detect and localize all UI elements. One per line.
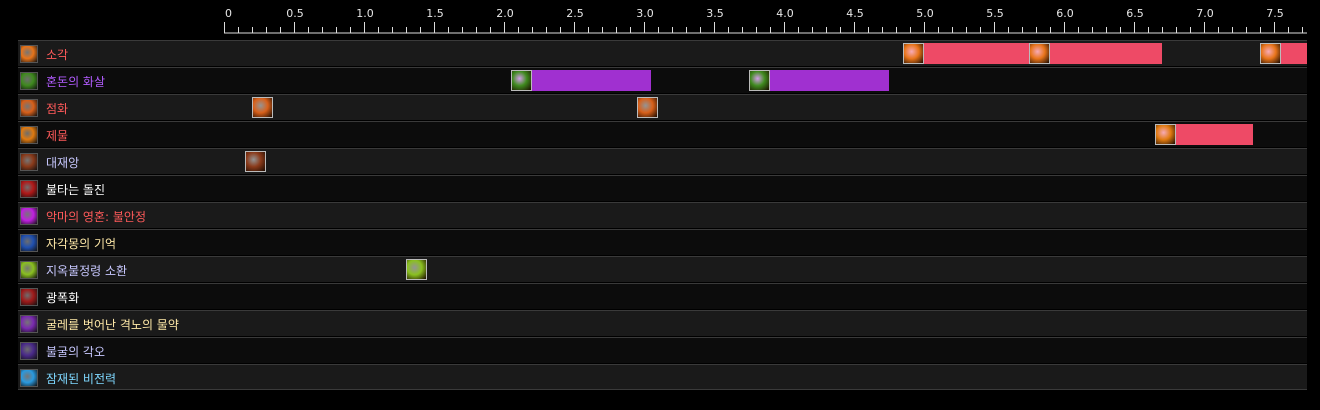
ability-track: [223, 176, 1307, 202]
chaos-bolt-icon: [511, 70, 532, 91]
ruler-tick-label: 4.0: [776, 7, 794, 20]
ability-track: [223, 365, 1307, 391]
ability-track: [223, 338, 1307, 364]
ability-label: 광폭화: [18, 284, 223, 310]
ability-row: 지옥불정령 소환: [18, 256, 1307, 282]
summon-infernal-icon: [406, 259, 427, 280]
ruler-tick-label: 7.5: [1266, 7, 1284, 20]
ruler-tick-label: 2.0: [496, 7, 514, 20]
ability-row: 제물: [18, 121, 1307, 147]
ruler-tick-label: 4.5: [846, 7, 864, 20]
ability-label: 지옥불정령 소환: [18, 257, 223, 283]
ability-row: 잠재된 비전력: [18, 364, 1307, 390]
ability-name: 자각몽의 기억: [46, 236, 117, 251]
ruler-tick-label: 3.0: [636, 7, 654, 20]
potion-icon: [20, 315, 38, 333]
ability-name: 대재앙: [46, 155, 80, 170]
cast-duration-bar: [1029, 43, 1162, 64]
ability-label: 제물: [18, 122, 223, 148]
ability-name: 악마의 영혼: 불안정: [46, 209, 146, 224]
summon-infernal-icon: [20, 261, 38, 279]
ruler-tick-label: 1.5: [426, 7, 444, 20]
incinerate-icon: [1260, 43, 1281, 64]
unending-resolve-icon: [20, 342, 38, 360]
ability-name: 불타는 돌진: [46, 182, 106, 197]
ability-track: [223, 41, 1307, 67]
ability-track: [223, 230, 1307, 256]
ability-label: 대재앙: [18, 149, 223, 175]
cast-duration-bar: [1155, 124, 1253, 145]
ability-label: 잠재된 비전력: [18, 365, 223, 391]
ruler-tick-label: 0.5: [286, 7, 304, 20]
lucid-dreams-icon: [20, 234, 38, 252]
ability-track: [223, 95, 1307, 121]
ability-label: 자각몽의 기억: [18, 230, 223, 256]
ability-row: 악마의 영혼: 불안정: [18, 202, 1307, 228]
ability-label: 불굴의 각오: [18, 338, 223, 364]
ability-name: 광폭화: [46, 290, 80, 305]
ability-label: 불타는 돌진: [18, 176, 223, 202]
ability-name: 잠재된 비전력: [46, 371, 117, 386]
ability-track: [223, 149, 1307, 175]
demon-soul-icon: [20, 207, 38, 225]
incinerate-icon: [1029, 43, 1050, 64]
timeline-ruler: 0 0.5 1.0 1.5 2.0 2.5 3.0 3.5 4.0 4.5 5.0 5.5 6.0 6.5…: [224, 7, 1307, 34]
ability-row: 자각몽의 기억: [18, 229, 1307, 255]
ability-label: 악마의 영혼: 불안정: [18, 203, 223, 229]
ability-row: 광폭화: [18, 283, 1307, 309]
ruler-tick-label: 5.0: [916, 7, 934, 20]
ability-name: 제물: [46, 128, 69, 143]
ability-row: 굴레를 벗어난 격노의 물약: [18, 310, 1307, 336]
ability-row: 소각: [18, 40, 1307, 66]
incinerate-icon: [20, 45, 38, 63]
ability-track: [223, 284, 1307, 310]
ruler-tick-label: 1.0: [356, 7, 374, 20]
ability-row: 불타는 돌진: [18, 175, 1307, 201]
ability-name: 혼돈의 화살: [46, 74, 106, 89]
cast-duration-bar: [903, 43, 1029, 64]
burning-rush-icon: [20, 180, 38, 198]
ability-row: 불굴의 각오: [18, 337, 1307, 363]
ability-track: [223, 257, 1307, 283]
ability-name: 지옥불정령 소환: [46, 263, 128, 278]
cast-duration-bar: [749, 70, 889, 91]
immolate-icon: [20, 99, 38, 117]
ability-name: 점화: [46, 101, 69, 116]
ruler-tick-label: 6.0: [1056, 7, 1074, 20]
ability-label: 점화: [18, 95, 223, 121]
cast-duration-bar: [511, 70, 651, 91]
ability-label: 혼돈의 화살: [18, 68, 223, 94]
ability-name: 소각: [46, 47, 69, 62]
ability-label: 소각: [18, 41, 223, 67]
berserking-icon: [20, 288, 38, 306]
latent-arcana-icon: [20, 369, 38, 387]
ruler-tick-label: 5.5: [986, 7, 1004, 20]
conflagrate-icon: [20, 126, 38, 144]
incinerate-icon: [903, 43, 924, 64]
ruler-tick-label: 6.5: [1126, 7, 1144, 20]
ruler-tick-label: 0: [225, 7, 232, 20]
ability-track: [223, 68, 1307, 94]
ability-row: 점화: [18, 94, 1307, 120]
conflagrate-icon: [1155, 124, 1176, 145]
ruler-tick-label: 7.0: [1196, 7, 1214, 20]
ability-track: [223, 122, 1307, 148]
ruler-tick-label: 2.5: [566, 7, 584, 20]
chaos-bolt-icon: [749, 70, 770, 91]
ability-row: 대재앙: [18, 148, 1307, 174]
cataclysm-icon: [20, 153, 38, 171]
ruler-tick-label: 3.5: [706, 7, 724, 20]
ability-name: 불굴의 각오: [46, 344, 106, 359]
ability-track: [223, 311, 1307, 337]
ability-label: 굴레를 벗어난 격노의 물약: [18, 311, 223, 337]
ability-name: 굴레를 벗어난 격노의 물약: [46, 317, 179, 332]
ability-track: [223, 203, 1307, 229]
cataclysm-icon: [245, 151, 266, 172]
ability-row: 혼돈의 화살: [18, 67, 1307, 93]
chaos-bolt-icon: [20, 72, 38, 90]
immolate-icon: [637, 97, 658, 118]
immolate-icon: [252, 97, 273, 118]
